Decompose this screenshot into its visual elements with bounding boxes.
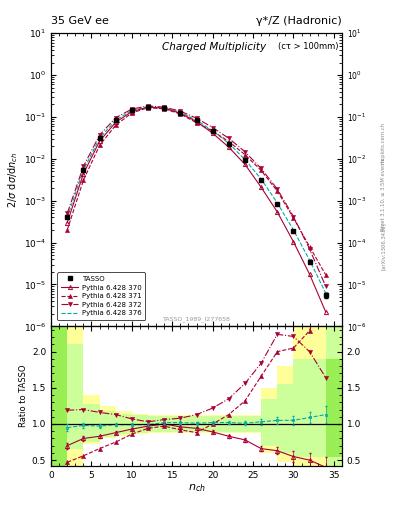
X-axis label: $n_{ch}$: $n_{ch}$ bbox=[187, 482, 206, 495]
Text: 35 GeV ee: 35 GeV ee bbox=[51, 16, 109, 26]
Y-axis label: Ratio to TASSO: Ratio to TASSO bbox=[19, 365, 28, 428]
Text: Rivet 3.1.10, ≥ 3.5M events: Rivet 3.1.10, ≥ 3.5M events bbox=[381, 158, 386, 231]
Text: Charged Multiplicity: Charged Multiplicity bbox=[162, 42, 266, 52]
Text: TASSO_1989_I277658: TASSO_1989_I277658 bbox=[163, 316, 230, 322]
Text: (cτ > 100mm): (cτ > 100mm) bbox=[278, 42, 338, 51]
Text: mcplots.cern.ch: mcplots.cern.ch bbox=[381, 122, 386, 164]
Legend: TASSO, Pythia 6.428 370, Pythia 6.428 371, Pythia 6.428 372, Pythia 6.428 376: TASSO, Pythia 6.428 370, Pythia 6.428 37… bbox=[57, 272, 145, 320]
Text: [arXiv:1306.3436]: [arXiv:1306.3436] bbox=[381, 222, 386, 270]
Text: γ*/Z (Hadronic): γ*/Z (Hadronic) bbox=[256, 16, 342, 26]
Y-axis label: $2/\sigma\ \mathrm{d}\sigma/\mathrm{d}n_{ch}$: $2/\sigma\ \mathrm{d}\sigma/\mathrm{d}n_… bbox=[6, 152, 20, 208]
